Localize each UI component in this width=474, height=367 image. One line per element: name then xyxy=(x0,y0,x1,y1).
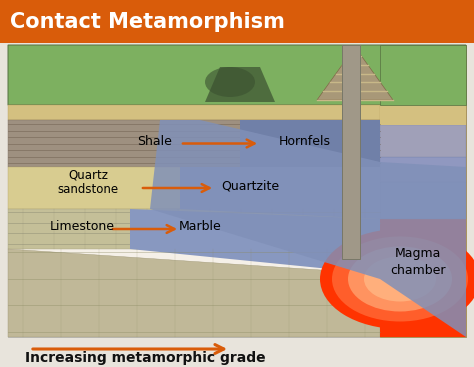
Text: Limestone: Limestone xyxy=(49,221,115,233)
Ellipse shape xyxy=(320,229,474,329)
Polygon shape xyxy=(8,105,380,120)
Bar xyxy=(380,45,466,105)
Polygon shape xyxy=(205,67,275,102)
Polygon shape xyxy=(342,45,360,259)
Text: Contact Metamorphism: Contact Metamorphism xyxy=(10,11,285,32)
Polygon shape xyxy=(8,209,380,249)
Polygon shape xyxy=(380,182,466,219)
Ellipse shape xyxy=(348,247,452,312)
Polygon shape xyxy=(8,249,380,337)
Polygon shape xyxy=(380,219,466,337)
Polygon shape xyxy=(8,167,380,209)
Ellipse shape xyxy=(364,257,436,302)
Bar xyxy=(380,105,466,125)
Polygon shape xyxy=(380,125,466,157)
Polygon shape xyxy=(180,167,380,219)
Polygon shape xyxy=(380,45,466,337)
Text: Marble: Marble xyxy=(179,221,221,233)
Polygon shape xyxy=(380,157,466,182)
Text: Increasing metamorphic grade: Increasing metamorphic grade xyxy=(25,351,265,365)
Text: Hornfels: Hornfels xyxy=(279,135,331,148)
Polygon shape xyxy=(150,120,466,337)
Polygon shape xyxy=(240,120,380,167)
Ellipse shape xyxy=(332,236,468,321)
Polygon shape xyxy=(317,47,393,100)
Polygon shape xyxy=(130,209,380,274)
Bar xyxy=(0,0,474,43)
Bar xyxy=(8,45,466,337)
Text: Shale: Shale xyxy=(137,135,173,148)
Polygon shape xyxy=(8,120,380,167)
Text: Quartz
sandstone: Quartz sandstone xyxy=(57,168,118,196)
Polygon shape xyxy=(8,45,466,105)
Text: Magma
chamber: Magma chamber xyxy=(390,247,446,276)
Text: Quartzite: Quartzite xyxy=(221,179,279,193)
Ellipse shape xyxy=(205,67,255,97)
